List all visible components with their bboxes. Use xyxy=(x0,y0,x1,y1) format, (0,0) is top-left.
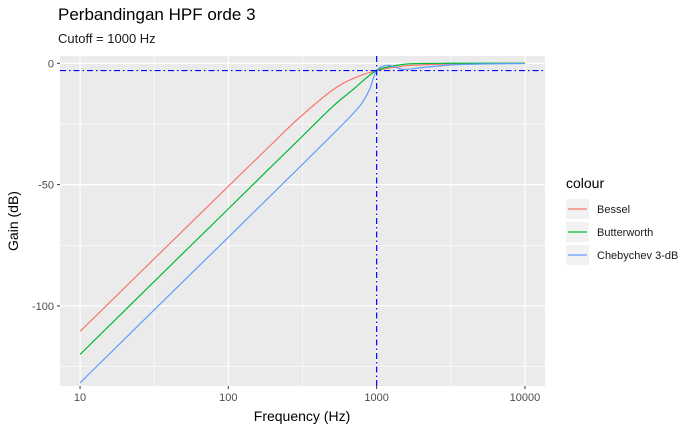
x-axis: 10 100 1000 10000 xyxy=(74,386,540,404)
legend-label: Butterworth xyxy=(597,227,653,239)
y-axis-title: Gain (dB) xyxy=(5,191,21,251)
legend-label: Chebychev 3-dB xyxy=(597,250,678,262)
legend-title: colour xyxy=(566,175,604,191)
chart-title: Perbandingan HPF orde 3 xyxy=(58,5,256,24)
grid-minor xyxy=(60,56,545,386)
x-tick-label: 1000 xyxy=(364,392,388,404)
reference-lines xyxy=(60,56,545,386)
y-tick-label: -50 xyxy=(38,180,54,192)
x-tick-label: 10000 xyxy=(510,392,541,404)
y-tick-label: -100 xyxy=(32,301,54,313)
x-tick-label: 10 xyxy=(74,392,86,404)
chart-subtitle: Cutoff = 1000 Hz xyxy=(58,31,156,46)
y-tick-label: 0 xyxy=(48,58,54,70)
series-line-chebychev-3-db xyxy=(79,62,525,384)
legend-label: Bessel xyxy=(597,204,630,216)
series-line-bessel xyxy=(79,62,525,332)
x-axis-title: Frequency (Hz) xyxy=(254,408,350,424)
series-line-butterworth xyxy=(79,62,525,355)
legend: colour Bessel Butterworth Chebychev 3-dB xyxy=(566,175,678,265)
series-layer xyxy=(79,62,525,384)
y-axis: 0 -50 -100 xyxy=(32,58,60,313)
x-tick-label: 100 xyxy=(219,392,237,404)
